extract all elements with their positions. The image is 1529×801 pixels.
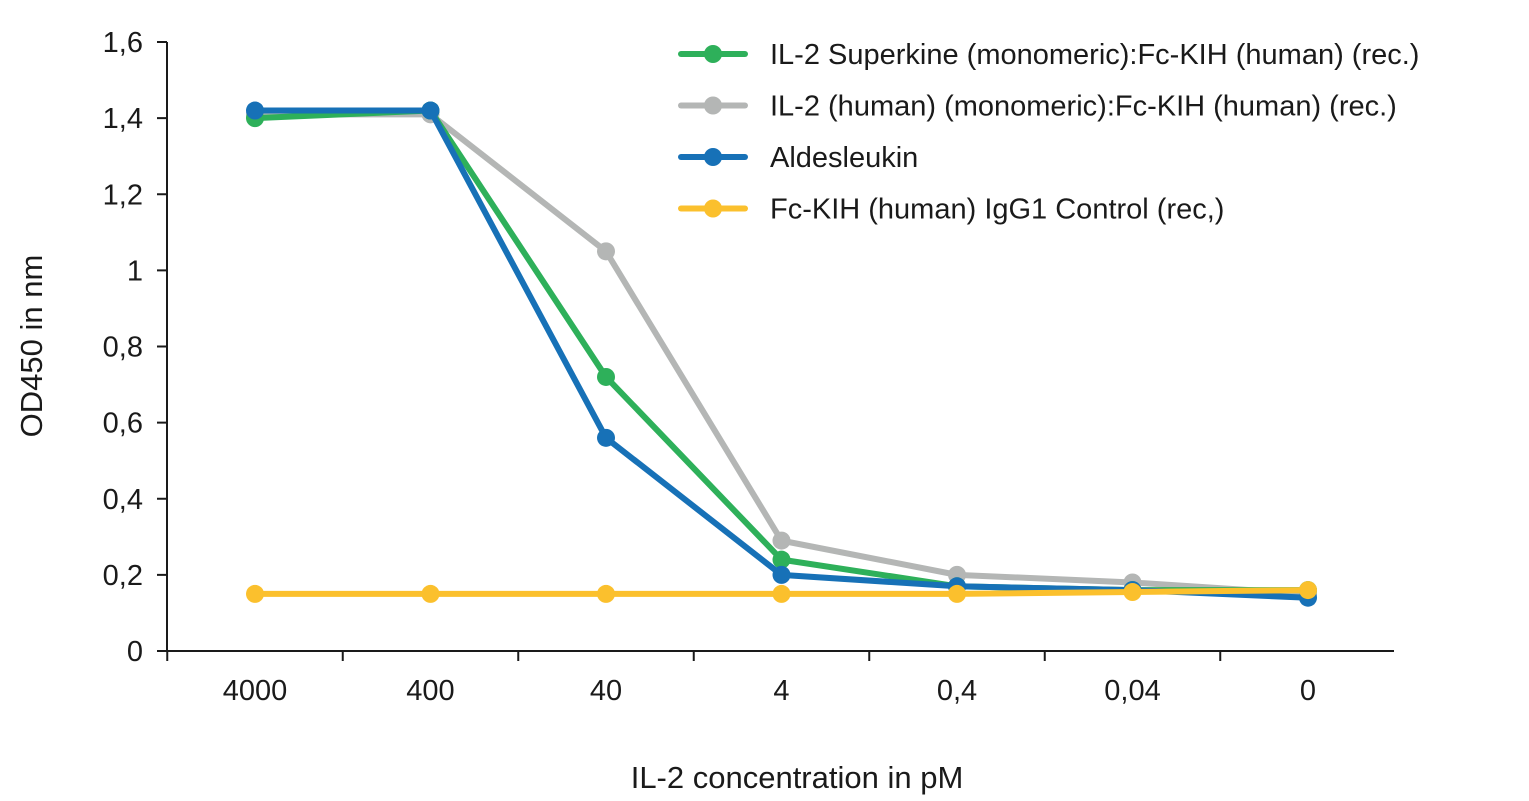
data-point	[948, 584, 966, 603]
data-point	[597, 584, 615, 603]
x-tick-label: 4	[773, 675, 789, 707]
y-ticks: 0 0,2 0,4 0,6 0,8 1 1,2 1,4 1,6	[103, 27, 167, 668]
legend-item: IL-2 (human) (monomeric):Fc-KIH (human) …	[678, 91, 1397, 123]
y-tick-label: 1,4	[103, 103, 143, 135]
data-point	[597, 242, 615, 261]
y-tick-label: 1,6	[103, 27, 143, 59]
x-axis-title: IL-2 concentration in pM	[631, 760, 964, 795]
data-point	[421, 101, 440, 120]
y-tick-label: 0,4	[103, 484, 143, 516]
legend-swatch-marker	[704, 199, 722, 218]
data-point	[772, 531, 791, 550]
x-tick-label: 4000	[223, 675, 288, 707]
legend-item: IL-2 Superkine (monomeric):Fc-KIH (human…	[678, 39, 1419, 71]
series-4	[246, 581, 1317, 603]
data-point	[246, 101, 264, 120]
data-point	[421, 584, 440, 603]
x-ticks: 4000 400 40 4 0,4 0,04 0	[166, 651, 1316, 707]
legend-swatch-marker	[704, 96, 722, 115]
legend-label: Aldesleukin	[770, 142, 918, 174]
data-point	[772, 565, 791, 584]
data-point	[1299, 581, 1317, 600]
y-tick-label: 1	[127, 255, 143, 287]
y-tick-label: 0,8	[103, 332, 143, 364]
data-point	[597, 367, 615, 386]
legend-swatch-marker	[704, 148, 722, 166]
x-tick-label: 0	[1300, 675, 1316, 707]
x-tick-label: 0,4	[937, 675, 977, 707]
legend-label: Fc-KIH (human) IgG1 Control (rec,)	[770, 194, 1224, 226]
data-point	[246, 584, 264, 603]
y-tick-label: 0,2	[103, 560, 143, 592]
y-tick-label: 0	[127, 636, 143, 668]
legend-label: IL-2 Superkine (monomeric):Fc-KIH (human…	[770, 39, 1419, 71]
series-line	[252, 107, 1311, 594]
data-point	[1123, 583, 1142, 602]
series-line	[252, 107, 1311, 601]
legend-swatch-marker	[704, 45, 722, 63]
y-tick-label: 0,6	[103, 408, 143, 440]
x-tick-label: 40	[590, 675, 622, 707]
legend-label: IL-2 (human) (monomeric):Fc-KIH (human) …	[770, 91, 1397, 123]
series-line	[252, 111, 1311, 597]
legend-item: Aldesleukin	[678, 142, 918, 174]
series-1	[246, 101, 1317, 600]
y-tick-label: 1,2	[103, 179, 143, 211]
data-point	[772, 550, 791, 569]
series-3	[246, 101, 1317, 607]
legend-item: Fc-KIH (human) IgG1 Control (rec,)	[678, 194, 1224, 226]
data-point	[772, 584, 791, 603]
series-2	[246, 105, 1317, 603]
x-tick-label: 0,04	[1104, 675, 1160, 707]
y-axis-title: OD450 in nm	[14, 255, 49, 438]
legend: IL-2 Superkine (monomeric):Fc-KIH (human…	[678, 39, 1419, 226]
data-point	[597, 428, 615, 447]
series-layer	[246, 101, 1317, 607]
x-tick-label: 400	[406, 675, 454, 707]
